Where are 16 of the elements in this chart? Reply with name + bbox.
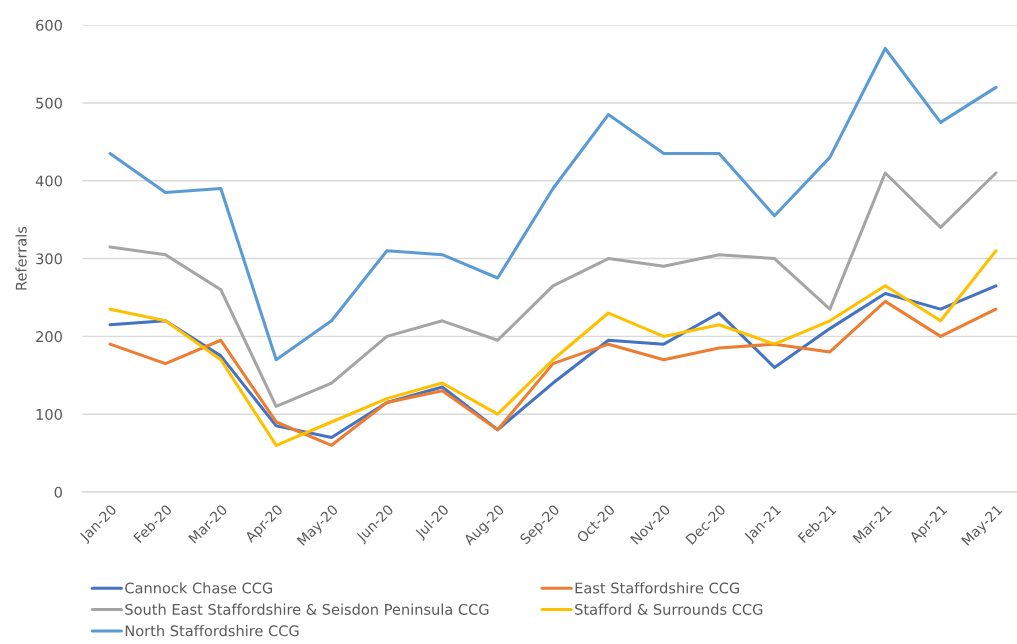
legend-label: Cannock Chase CCG bbox=[125, 582, 273, 594]
y-tick-label: 100 bbox=[36, 408, 62, 420]
line-series bbox=[108, 46, 998, 362]
y-tick-label: 200 bbox=[36, 331, 62, 343]
y-tick-label: 300 bbox=[36, 253, 62, 265]
y-axis-title: Referrals bbox=[15, 226, 27, 290]
legend-label: North Staffordshire CCG bbox=[125, 625, 299, 637]
legend-label: Stafford & Surrounds CCG bbox=[575, 603, 763, 615]
legend-label: East Staffordshire CCG bbox=[575, 582, 740, 594]
y-tick-label: 600 bbox=[36, 19, 62, 31]
y-tick-label: 0 bbox=[54, 486, 62, 498]
y-tick-label: 400 bbox=[35, 175, 62, 187]
legend-label: South East Staffordshire & Seisdon Peninsula CCG bbox=[125, 603, 489, 615]
line-series bbox=[108, 171, 998, 408]
y-tick-label: 500 bbox=[36, 97, 62, 109]
line-series bbox=[108, 249, 998, 447]
